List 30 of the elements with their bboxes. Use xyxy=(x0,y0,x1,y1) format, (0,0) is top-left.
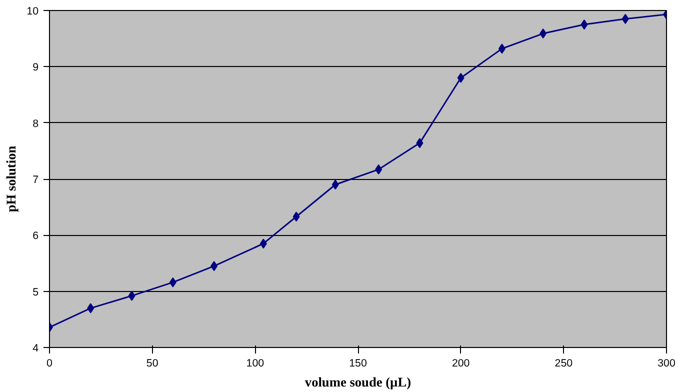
x-tick-label: 300 xyxy=(658,358,676,370)
x-tick-label: 100 xyxy=(246,358,264,370)
y-tick-label: 4 xyxy=(32,342,39,354)
point xyxy=(210,261,218,272)
point xyxy=(580,20,588,30)
point xyxy=(540,28,547,39)
x-tick-label: 200 xyxy=(452,358,470,370)
y-tick-label: 5 xyxy=(32,286,39,298)
x-tick-label: 50 xyxy=(146,358,158,370)
y-tick-label: 6 xyxy=(32,230,39,242)
point xyxy=(416,138,424,148)
point xyxy=(169,277,176,288)
point xyxy=(498,44,506,54)
point xyxy=(375,164,382,174)
y-tick-label: 9 xyxy=(32,62,39,74)
y-tick-label: 7 xyxy=(32,174,39,186)
point xyxy=(128,290,136,301)
point xyxy=(457,72,464,83)
point xyxy=(260,238,267,249)
point xyxy=(332,180,339,190)
x-tick-label: 0 xyxy=(46,358,53,370)
y-tick-label: 10 xyxy=(26,6,39,18)
y-tick-label: 8 xyxy=(32,118,39,130)
point xyxy=(292,212,300,222)
point xyxy=(87,303,94,314)
point xyxy=(622,14,629,24)
y-axis-title: pH solution xyxy=(4,145,19,212)
x-tick-label: 150 xyxy=(349,358,367,370)
x-tick-label: 250 xyxy=(554,358,573,370)
x-axis-title: volume soude (µL) xyxy=(304,374,412,390)
